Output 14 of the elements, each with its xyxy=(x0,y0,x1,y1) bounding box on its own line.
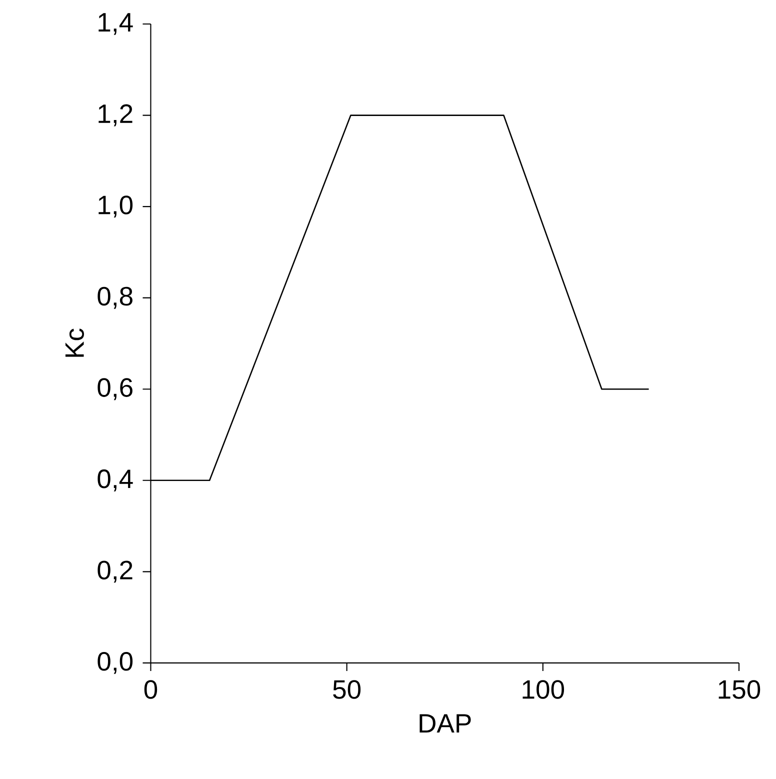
x-tick-label: 100 xyxy=(522,680,564,699)
y-tick-label: 0,8 xyxy=(98,286,132,309)
x-axis-title: DAP xyxy=(420,714,471,732)
y-tick-label: 1,2 xyxy=(98,104,132,126)
y-axis-title: Kc xyxy=(65,328,84,357)
y-tick-label: 0,6 xyxy=(98,378,132,400)
y-tick-label: 1,4 xyxy=(98,13,133,35)
y-tick-label: 0,4 xyxy=(98,469,133,492)
y-tick-label: 1,0 xyxy=(98,196,132,218)
x-tick-label: 50 xyxy=(332,680,360,699)
y-tick-label: 0,2 xyxy=(98,560,132,583)
x-tick-label: 0 xyxy=(144,680,157,699)
x-tick-label: 150 xyxy=(718,680,760,699)
y-tick-label: 0,0 xyxy=(98,652,132,674)
